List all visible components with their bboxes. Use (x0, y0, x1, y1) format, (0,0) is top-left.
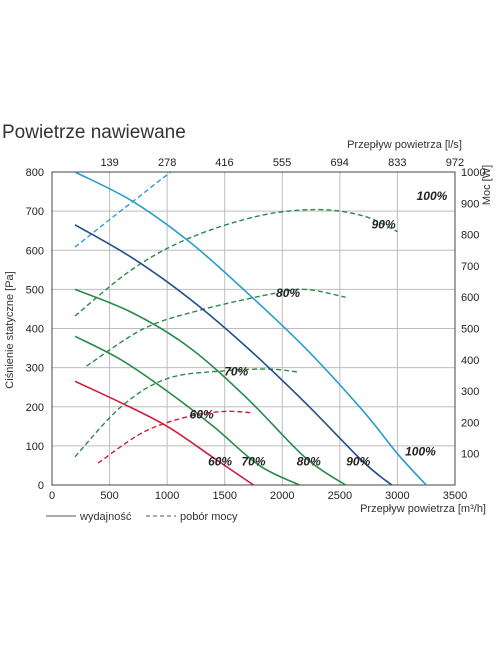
curve-label: 70% (241, 454, 265, 468)
x-axis-top-label: Przepływ powietrza [l/s] (347, 139, 462, 151)
x-bottom-tick-label: 3500 (443, 490, 467, 502)
y-left-tick-label: 800 (26, 167, 44, 179)
y-right-tick-label: 400 (461, 355, 479, 367)
y-right-tick-label: 700 (461, 261, 479, 273)
curve-label: 60% (208, 454, 232, 468)
power-line-90pct (74, 208, 398, 317)
x-bottom-tick-label: 500 (100, 490, 118, 502)
x-bottom-tick-label: 3000 (385, 490, 409, 502)
y-left-tick-label: 300 (26, 363, 44, 375)
x-top-tick-label: 555 (273, 157, 291, 169)
y-left-tick-label: 400 (26, 324, 44, 336)
annotations: 100% 90% 80% 70% 60% 60% 70% 80% 90% 100% (190, 189, 448, 468)
curve-label: 70% (224, 364, 248, 378)
x-bottom-tick-label: 0 (49, 490, 55, 502)
legend-item-pobor-mocy: pobór mocy (180, 511, 238, 523)
power-line-100pct (74, 172, 173, 248)
y-left-tick-label: 600 (26, 245, 44, 257)
series-group (74, 172, 427, 485)
curve-label: 100% (405, 445, 436, 459)
x-top-tick-label: 694 (330, 157, 348, 169)
y-right-tick-label: 300 (461, 386, 479, 398)
pressure-line-60pct (74, 380, 254, 485)
x-bottom-tick-label: 1000 (155, 490, 179, 502)
power-line-60pct (97, 410, 254, 464)
x-bottom-tick-label: 1500 (212, 490, 236, 502)
x-bottom-tick-label: 2500 (328, 490, 352, 502)
y-left-tick-label: 200 (26, 402, 44, 414)
pressure-line-100pct (74, 172, 427, 485)
x-axis-bottom-label: Przepływ powietrza [m³/h] (360, 503, 486, 515)
y-right-tick-label: 100 (461, 449, 479, 461)
tick-labels: 0 500 1000 1500 2000 2500 3000 3500 0 100 200 300 40… (26, 157, 486, 502)
pressure-line-90pct (74, 224, 393, 485)
x-top-tick-label: 278 (158, 157, 176, 169)
y-right-tick-label: 1000 (461, 167, 485, 179)
y-left-tick-label: 700 (26, 206, 44, 218)
series-layer (74, 172, 427, 485)
y-right-tick-label: 500 (461, 324, 479, 336)
curve-label: 60% (190, 407, 214, 421)
page-title: Powietrze nawiewane (2, 122, 186, 143)
curve-label: 100% (417, 189, 448, 203)
y-left-tick-label: 100 (26, 441, 44, 453)
pressure-line-80pct (74, 288, 347, 485)
pressure-line-70pct (74, 335, 300, 485)
x-bottom-tick-label: 2000 (270, 490, 294, 502)
y-right-tick-label: 800 (461, 230, 479, 242)
x-top-tick-label: 416 (215, 157, 233, 169)
y-right-tick-label: 200 (461, 417, 479, 429)
curve-label: 80% (297, 454, 321, 468)
x-top-tick-label: 972 (446, 157, 464, 169)
legend: wydajność pobór mocy (46, 511, 238, 523)
y-left-tick-label: 0 (38, 480, 44, 492)
y-right-tick-label: 600 (461, 292, 479, 304)
power-line-80pct (86, 288, 346, 367)
y-left-tick-label: 500 (26, 284, 44, 296)
x-top-tick-label: 833 (388, 157, 406, 169)
curve-label: 90% (346, 454, 370, 468)
y-axis-left-label: Ciśnienie statyczne [Pa] (4, 271, 16, 388)
x-top-tick-label: 139 (100, 157, 118, 169)
legend-item-wydajnosc: wydajność (79, 511, 132, 523)
y-axis-right-label: Moc [W] (481, 165, 493, 205)
y-right-tick-label: 900 (461, 198, 479, 210)
curve-label: 80% (276, 286, 300, 300)
power-line-70pct (74, 368, 300, 458)
curve-label: 90% (372, 218, 396, 232)
